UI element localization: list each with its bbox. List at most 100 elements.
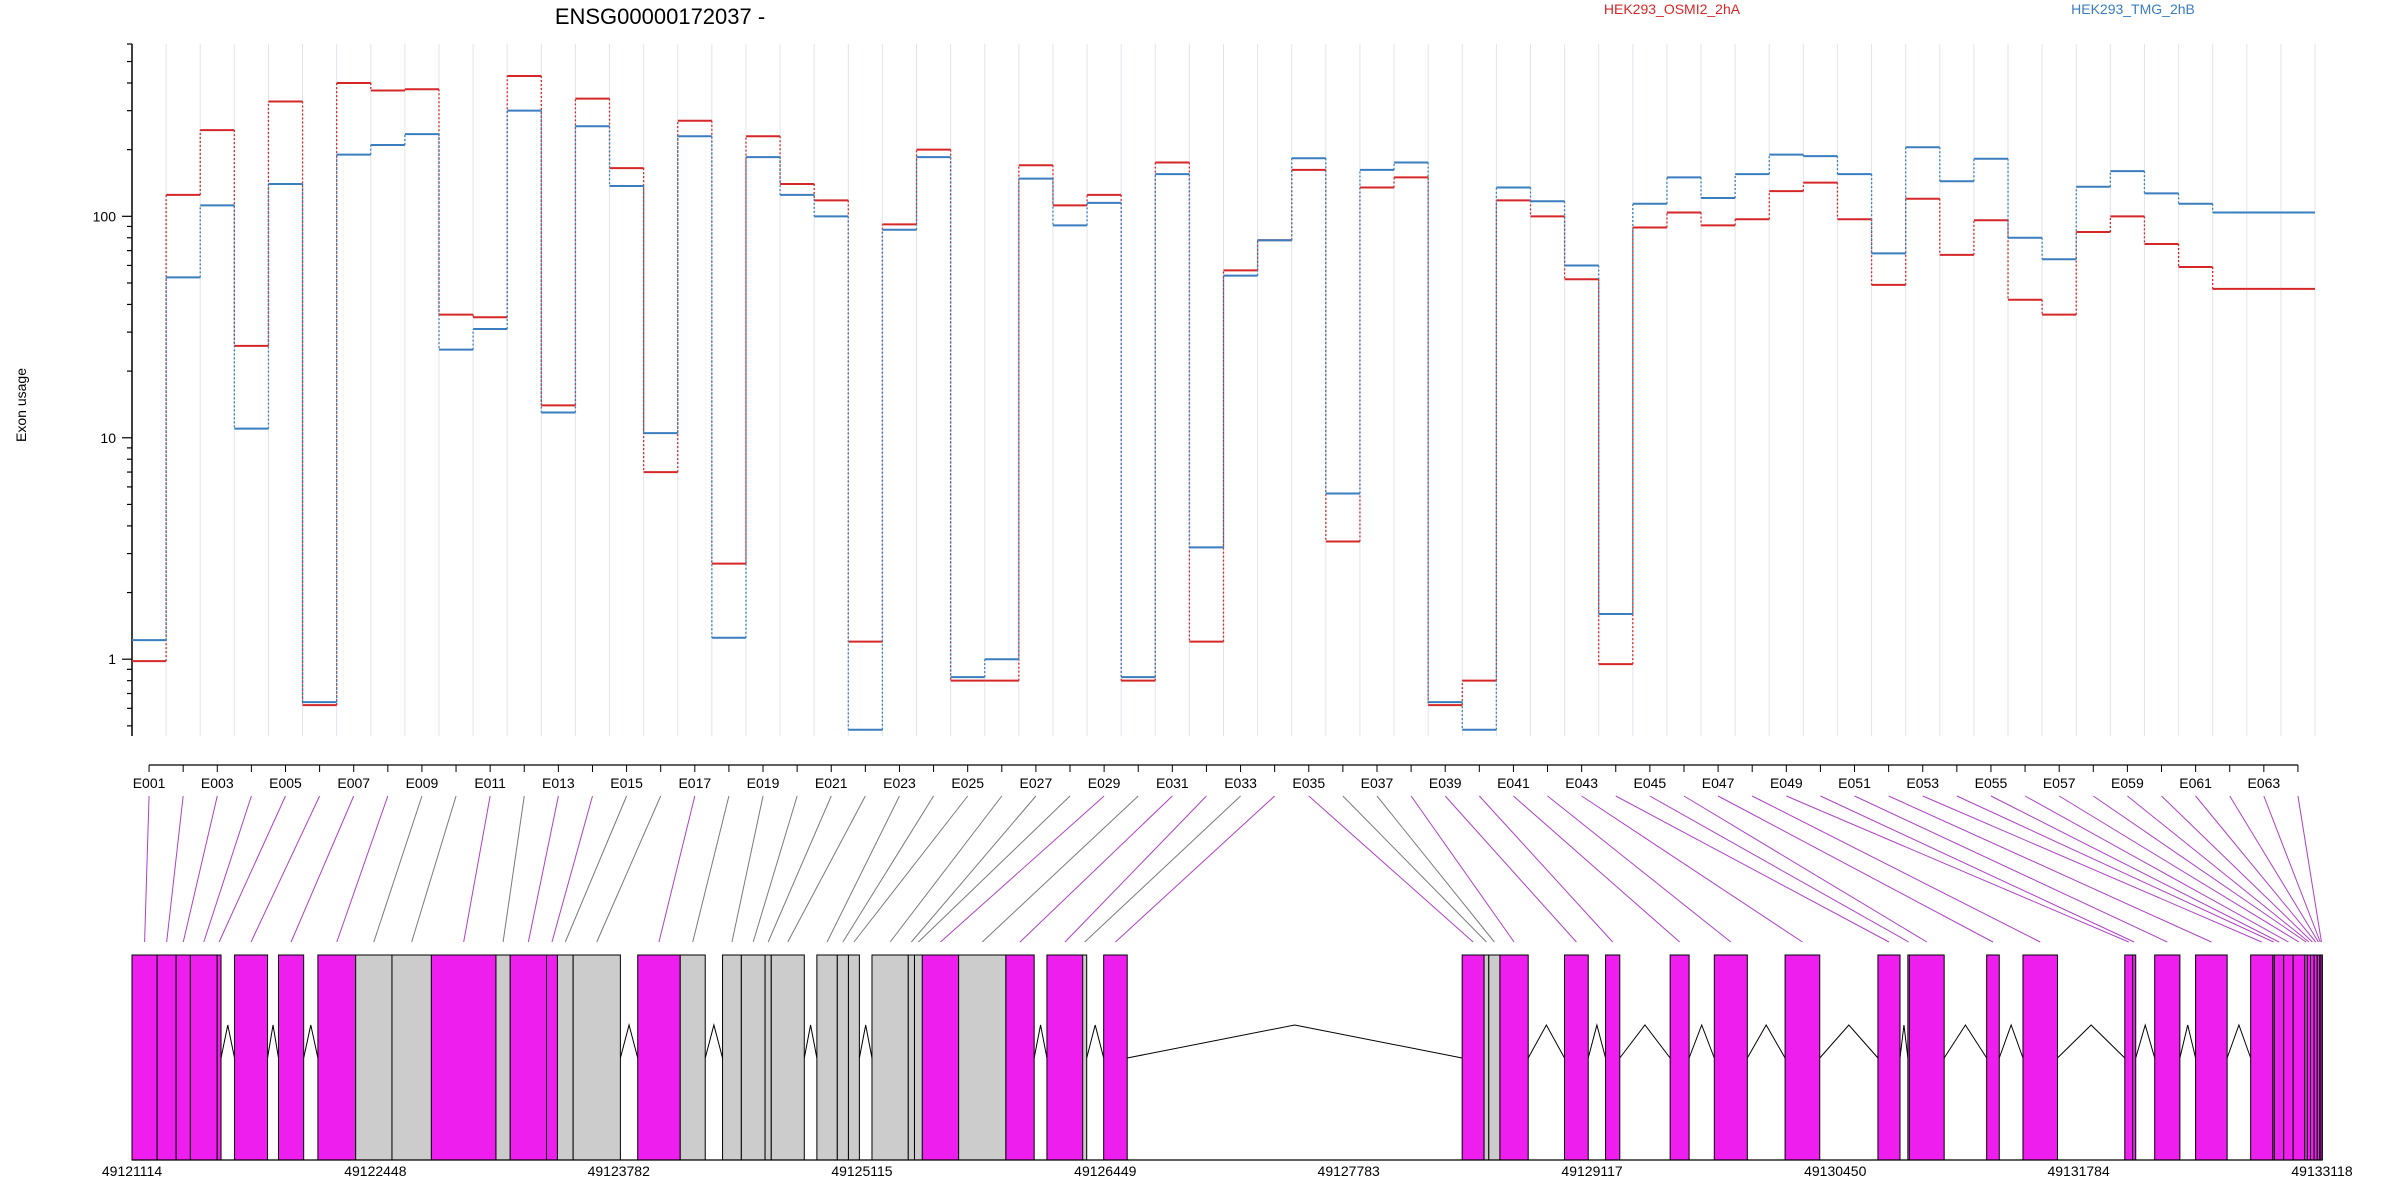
exon-connector (853, 795, 969, 943)
exon-connector (166, 795, 184, 943)
exon-connector (502, 795, 525, 943)
exon-connector (1547, 795, 1732, 943)
x-tick-label: E011 (474, 775, 506, 791)
exon-box (556, 954, 574, 1161)
exon-box (1103, 954, 1128, 1161)
exon-connector (1820, 795, 2135, 943)
exon-connector (182, 795, 218, 943)
exon-box (317, 954, 357, 1161)
exon-connector (290, 795, 355, 943)
exon-connector (1513, 795, 1680, 943)
intron-line (1587, 1023, 1607, 1059)
exon-connector (1064, 795, 1207, 943)
exon-connector (1922, 795, 2262, 943)
x-tick-label: E021 (815, 775, 848, 791)
exon-box (1483, 954, 1490, 1161)
exon-connector (1751, 795, 2041, 943)
intron-line (1127, 1024, 1463, 1059)
x-tick-label: E031 (1156, 775, 1189, 791)
exon-box (1784, 954, 1821, 1161)
exon-connector (2058, 795, 2300, 943)
intron-line (1619, 1024, 1671, 1059)
exon-box (2250, 954, 2274, 1161)
exon-box (546, 954, 558, 1161)
exon-box (1877, 954, 1901, 1161)
x-tick-label: E005 (269, 775, 302, 791)
exon-connector (2024, 795, 2289, 943)
exon-box (216, 954, 222, 1161)
x-tick-label: E037 (1361, 775, 1394, 791)
y-axis: 1 10 100 (93, 43, 133, 736)
intron-line (2179, 1024, 2197, 1059)
intron-line (858, 1024, 873, 1059)
exon-connector (411, 795, 457, 943)
intron-line (1998, 1023, 2024, 1059)
exon-box (495, 954, 511, 1161)
coordinate-label: 49121114 (102, 1163, 162, 1179)
coordinate-label: 49129117 (1561, 1163, 1622, 1179)
exon-connector (1342, 795, 1487, 943)
exon-connector (373, 795, 423, 943)
exon-connector (1717, 795, 1994, 943)
intron-line (1688, 1023, 1715, 1059)
intron-line (2057, 1024, 2126, 1059)
coordinate-label: 49127783 (1318, 1163, 1381, 1179)
exon-connector (826, 795, 900, 943)
exon-box (1461, 954, 1485, 1161)
exon-connector (1308, 795, 1474, 943)
coordinate-label: 49133118 (2291, 1163, 2352, 1179)
exon-connector (250, 795, 321, 943)
x-tick-label: E035 (1292, 775, 1325, 791)
x-tick-label: E061 (2179, 775, 2212, 791)
x-tick-label: E009 (406, 775, 439, 791)
exon-box (430, 954, 497, 1161)
x-tick-label: E055 (1975, 775, 2008, 791)
exon-box (1499, 954, 1529, 1161)
legend-series-2: HEK293_TMG_2hB (2071, 1, 2195, 17)
exon-connector (767, 795, 832, 943)
exon-connector (1115, 795, 1276, 943)
intron-line (704, 1023, 724, 1059)
exon-connector (564, 795, 628, 943)
x-tick-label: E059 (2111, 775, 2144, 791)
exon-connector (1615, 795, 1890, 943)
exon-box (1082, 954, 1088, 1161)
exon-box (2154, 954, 2181, 1161)
exon-box (679, 954, 706, 1161)
intron-line (267, 1024, 279, 1059)
coordinate-label: 49126449 (1074, 1163, 1137, 1179)
x-tick-label: E033 (1224, 775, 1257, 791)
plot-series (132, 75, 2315, 731)
exon-connector (981, 795, 1139, 943)
exon-box (2132, 954, 2137, 1161)
exon-box (572, 954, 621, 1161)
exon-box (234, 954, 269, 1161)
coordinate-label: 49131784 (2047, 1163, 2110, 1179)
exon-box (175, 954, 191, 1161)
x-tick-label: E039 (1429, 775, 1462, 791)
chart-title: ENSG00000172037 - (555, 4, 765, 29)
exon-connector (658, 795, 696, 943)
exon-connectors (144, 795, 2322, 943)
legend-series-1: HEK293_OSMI2_2hA (1604, 1, 1741, 17)
exon-box (764, 954, 772, 1161)
y-axis-label: Exon usage (13, 368, 29, 442)
exon-connector (889, 795, 1003, 943)
exon-box (277, 954, 305, 1161)
exon-connector (2127, 795, 2310, 943)
coordinate-label: 49125115 (831, 1163, 892, 1179)
intron-line (2226, 1023, 2252, 1059)
exon-connector (1478, 795, 1614, 943)
exon-connector (1019, 795, 1173, 943)
x-tick-label: E049 (1770, 775, 1803, 791)
x-tick-label: E007 (337, 775, 370, 791)
exon-box (355, 954, 393, 1161)
exon-connector (2161, 795, 2313, 943)
exon-connector (144, 795, 150, 943)
exon-box (1005, 954, 1035, 1161)
exon-connector (842, 795, 934, 943)
series-group (132, 109, 2315, 731)
exon-box (2283, 954, 2294, 1161)
exon-connector (1084, 795, 1241, 943)
